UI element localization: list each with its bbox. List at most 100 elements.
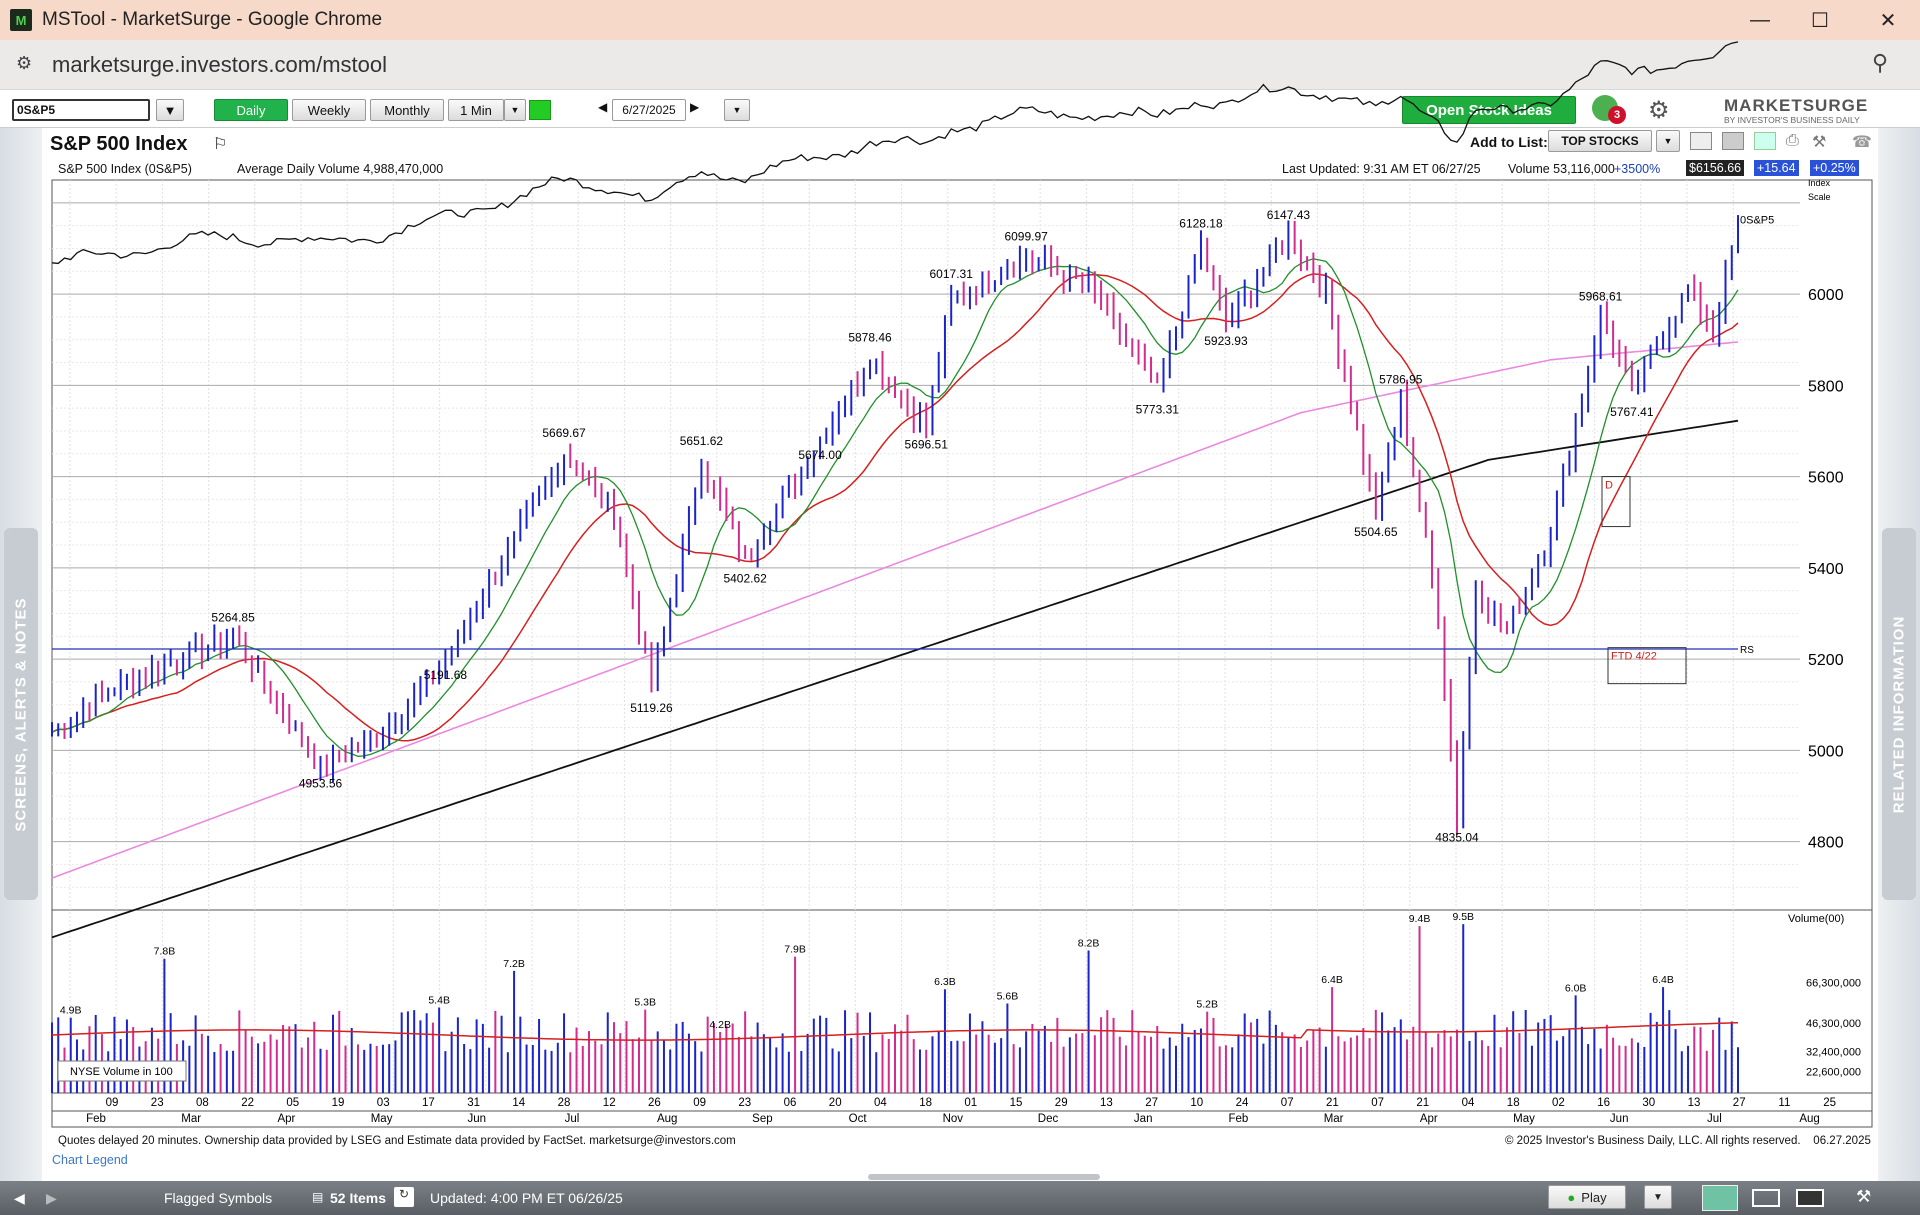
date-tick-label: 15 [1010, 1097, 1023, 1109]
list-select[interactable]: TOP STOCKS [1548, 130, 1652, 152]
back-arrow-icon[interactable]: ◀ [14, 1190, 25, 1206]
price-annotation: 5767.41 [1610, 405, 1654, 419]
month-tick-label: Jul [1707, 1113, 1722, 1125]
footer-disclaimer: Quotes delayed 20 minutes. Ownership dat… [58, 1135, 736, 1147]
date-tick-label: 13 [1688, 1097, 1701, 1109]
maximize-icon[interactable]: ☐ [1811, 9, 1829, 32]
price-panel-frame [51, 179, 1873, 911]
date-tick-label: 13 [1100, 1097, 1113, 1109]
address-bar: ⚙ marketsurge.investors.com/mstool ⚲ [0, 40, 1920, 90]
month-tick-label: Feb [86, 1113, 106, 1125]
volume-legend: NYSE Volume in 100 [70, 1066, 173, 1078]
prev-date-icon[interactable]: ◀ [598, 100, 608, 114]
volume-tick-label: 22,600,000 [1806, 1066, 1861, 1078]
index-scale-label: Index [1808, 178, 1831, 188]
price-annotation: 5119.26 [630, 701, 673, 715]
price-annotation: 4835.04 [1435, 831, 1479, 845]
tab-daily[interactable]: Daily [214, 99, 288, 121]
date-tick-label: 01 [964, 1097, 977, 1109]
layout-icon[interactable] [1722, 132, 1744, 150]
chart-view-icon[interactable] [1690, 132, 1712, 150]
tools-icon[interactable]: ⚒ [1812, 134, 1827, 151]
volume-label: 9.5B [1452, 911, 1474, 923]
price-annotation: 5786.95 [1379, 372, 1423, 386]
symbol-dropdown-icon[interactable]: ▼ [156, 99, 184, 121]
price-annotation: 6128.18 [1179, 217, 1223, 231]
print-icon[interactable]: ⎙ [1786, 132, 1799, 149]
layout-single-icon[interactable] [1702, 1185, 1738, 1211]
date-tick-label: 23 [151, 1097, 164, 1109]
month-tick-label: Feb [1228, 1113, 1248, 1125]
price-annotation: 5773.31 [1136, 402, 1180, 416]
screens-alerts-notes-tab[interactable]: SCREENS, ALERTS & NOTES [4, 528, 38, 900]
avg-volume: Average Daily Volume 4,988,470,000 [237, 162, 444, 176]
close-icon[interactable]: ✕ [1879, 9, 1897, 32]
volume-tick-label: 66,300,000 [1806, 978, 1861, 990]
volume-label: 4.2B [709, 1019, 731, 1031]
minimize-icon[interactable]: — [1750, 8, 1770, 31]
url-text[interactable]: marketsurge.investors.com/mstool [52, 51, 387, 77]
item-count: 52 Items [330, 1190, 387, 1206]
ma10-line [51, 258, 1739, 757]
date-dropdown-icon[interactable]: ▼ [724, 99, 750, 121]
brand-logo: MARKETSURGE [1724, 96, 1869, 115]
site-info-icon[interactable]: ⚙ [16, 53, 33, 73]
zoom-icon[interactable]: ⚲ [1872, 50, 1889, 75]
date-tick-label: 10 [1190, 1097, 1203, 1109]
price-annotation: 5669.67 [542, 426, 586, 440]
date-tick-label: 27 [1733, 1097, 1746, 1109]
tab-monthly[interactable]: Monthly [370, 99, 444, 121]
open-stock-ideas-button[interactable]: Open Stock Ideas [1402, 96, 1576, 124]
volume-average-line [51, 1022, 1739, 1041]
date-input[interactable]: 6/27/2025 [612, 99, 686, 121]
date-tick-label: 06 [784, 1097, 797, 1109]
app-icon: M [10, 9, 32, 31]
volume-label: 6.0B [1565, 982, 1587, 994]
month-tick-label: Apr [277, 1113, 295, 1125]
play-dropdown-icon[interactable]: ▼ [1644, 1185, 1672, 1209]
tab-1min[interactable]: 1 Min [448, 99, 504, 121]
next-date-icon[interactable]: ▶ [690, 100, 700, 114]
price-annotation: 5191.68 [424, 668, 468, 682]
index-scale-label: Scale [1808, 192, 1831, 202]
forward-arrow-icon[interactable]: ▶ [46, 1190, 57, 1206]
tab-weekly[interactable]: Weekly [292, 99, 366, 121]
volume-label: 5.4B [428, 995, 450, 1007]
month-tick-label: Jul [565, 1113, 580, 1125]
layout-full-icon[interactable] [1796, 1189, 1824, 1207]
flag-icon[interactable]: ⚐ [213, 136, 228, 153]
date-tick-label: 26 [648, 1097, 661, 1109]
play-button[interactable]: ● Play [1548, 1185, 1626, 1209]
chart-legend-link[interactable]: Chart Legend [52, 1153, 128, 1167]
symbol-input[interactable]: 0S&P5 [12, 99, 150, 121]
date-tick-label: 02 [1552, 1097, 1565, 1109]
volume-panel-frame [51, 909, 1873, 1094]
price-tick-label: 6000 [1808, 287, 1844, 304]
phone-icon[interactable]: ☎ [1852, 134, 1872, 151]
left-rail: SCREENS, ALERTS & NOTES [0, 128, 42, 1181]
date-tick-label: 24 [1236, 1097, 1249, 1109]
date-tick-label: 12 [603, 1097, 616, 1109]
price-annotation: 4953.56 [299, 777, 343, 791]
date-tick-label: 03 [377, 1097, 390, 1109]
price-annotation: 5504.65 [1354, 525, 1398, 539]
volume-label: 4.9B [60, 1005, 82, 1017]
volume-tick-label: 32,400,000 [1806, 1046, 1861, 1058]
wrench-icon[interactable]: ⚒ [1856, 1187, 1872, 1206]
compare-icon[interactable] [1754, 132, 1776, 150]
price-annotation: 6017.31 [930, 267, 974, 281]
horizontal-scrollbar[interactable] [868, 1174, 1100, 1180]
related-information-tab[interactable]: RELATED INFORMATION [1882, 528, 1916, 900]
flagged-symbols[interactable]: Flagged Symbols [164, 1190, 273, 1206]
list-dropdown-icon[interactable]: ▼ [1656, 130, 1680, 152]
info-bar: S&P 500 Index (0S&P5) Average Daily Volu… [52, 160, 1872, 179]
date-tick-label: 22 [241, 1097, 254, 1109]
refresh-icon[interactable]: ↻ [394, 1187, 414, 1207]
layout-split-icon[interactable] [1752, 1189, 1780, 1207]
date-tick-label: 31 [467, 1097, 480, 1109]
settings-gear-icon[interactable]: ⚙ [1648, 97, 1670, 124]
price-annotation: 5402.62 [723, 572, 767, 586]
interval-dropdown-icon[interactable]: ▼ [504, 99, 526, 121]
month-tick-label: Nov [943, 1113, 964, 1125]
